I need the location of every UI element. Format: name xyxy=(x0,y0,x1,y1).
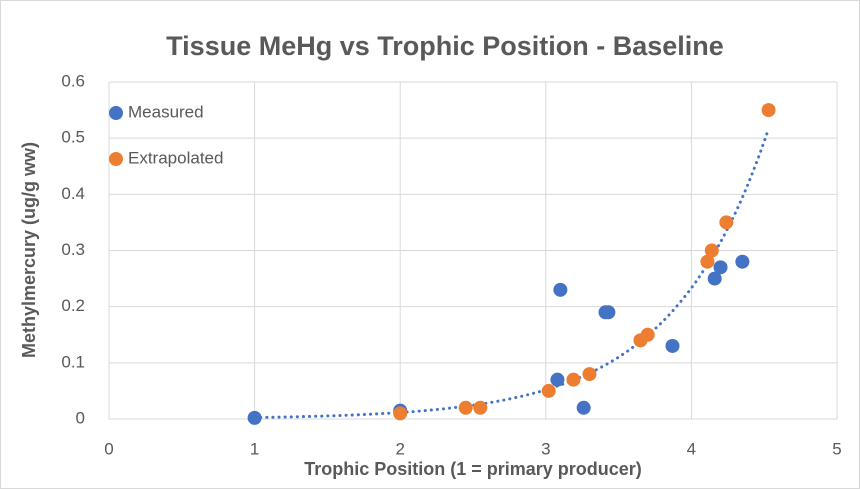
point xyxy=(640,327,655,342)
y-tick-label: 0.2 xyxy=(61,296,85,315)
y-tick-label: 0.4 xyxy=(61,184,85,203)
point xyxy=(761,103,776,118)
point xyxy=(550,372,565,387)
point xyxy=(713,260,728,275)
y-axis-label: Methylmercury (ug/g ww) xyxy=(19,142,39,358)
trendline xyxy=(253,127,771,419)
y-tick-label: 0.3 xyxy=(61,240,85,259)
legend-marker xyxy=(109,152,123,166)
x-axis-label: Trophic Position (1 = primary producer) xyxy=(304,459,642,479)
point xyxy=(601,305,616,320)
point xyxy=(541,383,556,398)
y-tick-label: 0.5 xyxy=(61,128,85,147)
point xyxy=(707,271,722,286)
point xyxy=(553,282,568,297)
point xyxy=(576,400,591,415)
x-tick-label: 5 xyxy=(832,439,841,458)
legend-label: Extrapolated xyxy=(128,148,223,167)
point xyxy=(582,367,597,382)
point xyxy=(735,254,750,269)
y-tick-label: 0 xyxy=(76,408,85,427)
legend-label: Measured xyxy=(128,102,204,121)
point xyxy=(665,338,680,353)
x-tick-label: 4 xyxy=(687,439,696,458)
y-tick-label: 0.1 xyxy=(61,352,85,371)
point xyxy=(458,400,473,415)
point xyxy=(719,215,734,230)
legend-marker xyxy=(109,106,123,120)
point xyxy=(247,410,262,425)
x-tick-label: 3 xyxy=(541,439,550,458)
point xyxy=(566,372,581,387)
x-tick-label: 1 xyxy=(250,439,259,458)
point xyxy=(700,254,715,269)
chart-title: Tissue MeHg vs Trophic Position - Baseli… xyxy=(166,31,724,61)
point xyxy=(393,406,408,421)
x-tick-label: 0 xyxy=(104,439,113,458)
point xyxy=(704,243,719,258)
y-tick-label: 0.6 xyxy=(61,71,85,90)
point xyxy=(473,400,488,415)
x-tick-label: 2 xyxy=(395,439,404,458)
